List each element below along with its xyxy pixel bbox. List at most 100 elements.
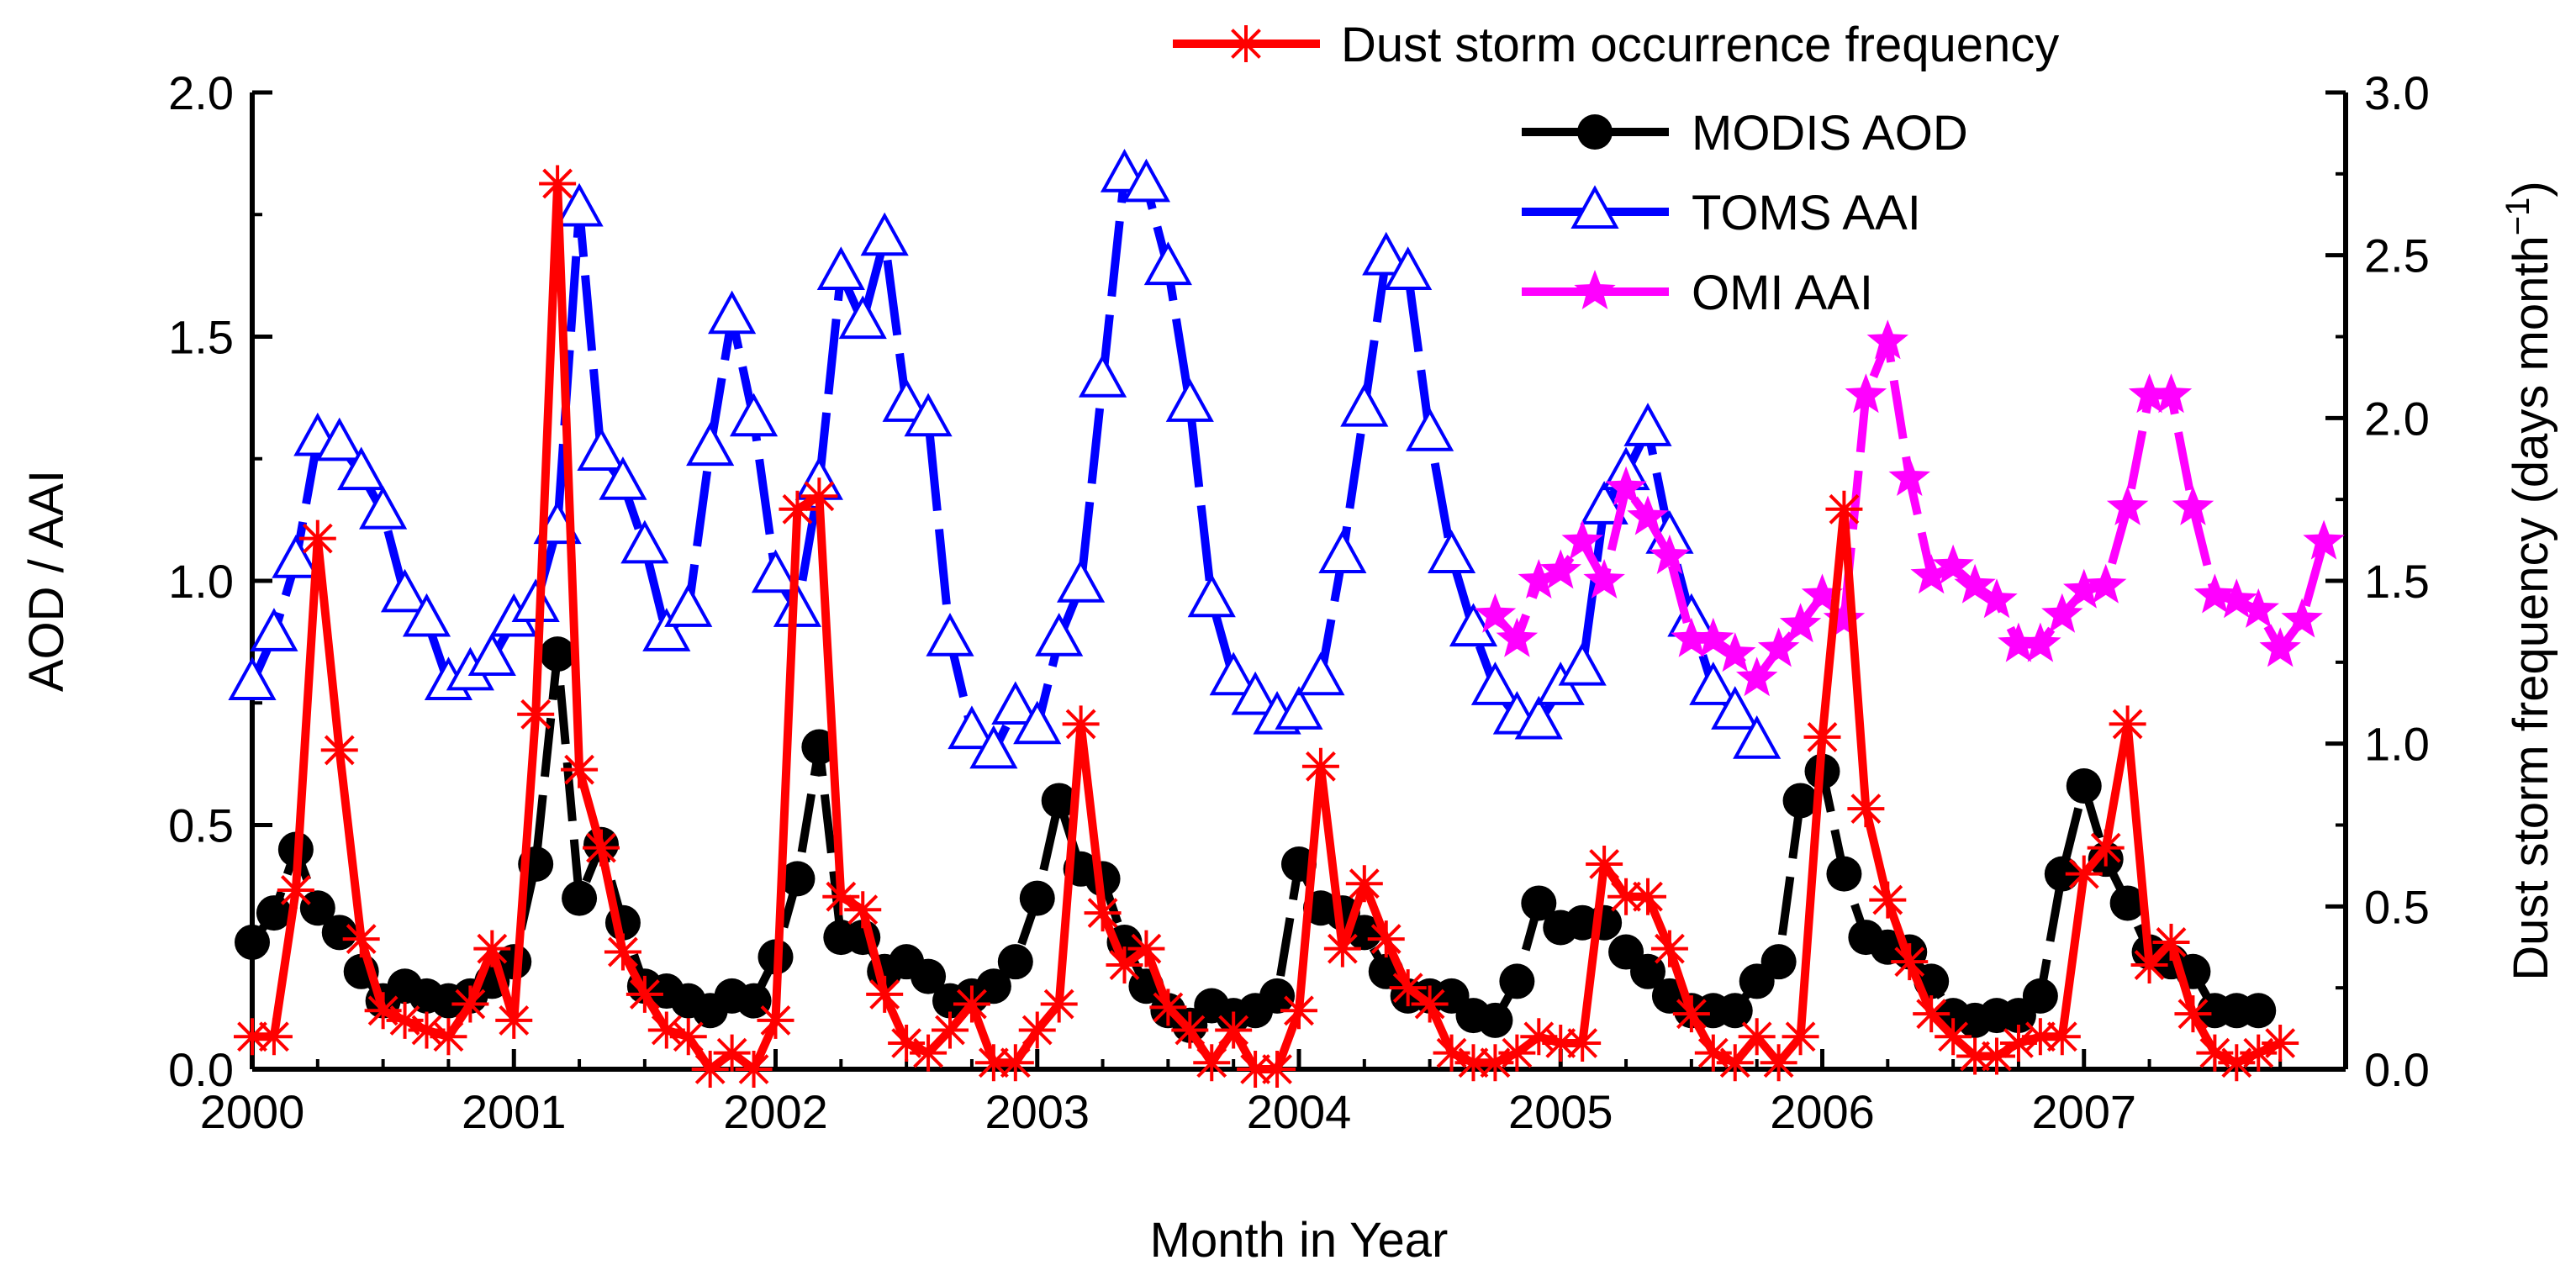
legend-label-omi: OMI AAI [1692,266,1873,320]
star-data-point [1888,456,1930,496]
series-line [252,179,2283,1073]
asterisk-marker-icon [1227,25,1264,62]
circle-data-point [1499,963,1535,999]
asterisk-data-point [691,1051,729,1088]
star-data-point [1627,495,1669,535]
star-data-point [2259,627,2301,667]
star-data-point [1866,319,1908,360]
triangle-data-point [1143,241,1192,286]
x-tick-label: 2000 [200,1085,305,1138]
triangle-data-point [1427,530,1476,573]
star-data-point [1561,519,1603,560]
right-tick-label: 1.0 [2364,718,2430,771]
circle-data-point [2066,768,2102,804]
asterisk-data-point [844,891,882,929]
asterisk-data-point [2065,855,2103,893]
triangle-data-point [1209,651,1258,696]
triangle-data-point [467,632,516,676]
triangle-data-point [1057,559,1106,603]
asterisk-data-point [1389,969,1427,1007]
asterisk-data-point [495,1001,533,1039]
triangle-data-point [729,393,779,437]
triangle-data-point [708,290,757,335]
triangle-data-point [577,427,626,471]
asterisk-data-point [2043,1018,2081,1056]
triangle-data-point [1035,612,1084,656]
star-data-point [1932,544,1974,584]
circle-data-point [1259,978,1296,1014]
circle-data-point [1521,885,1557,921]
star-data-point [1779,603,1822,643]
left-tick-label: 0.0 [168,1043,234,1096]
x-tick-label: 2007 [2031,1085,2136,1138]
triangle-data-point [1296,651,1345,696]
star-data-point [2237,588,2279,628]
asterisk-data-point [1803,718,1841,756]
circle-data-point [2022,978,2058,1014]
star-data-point [2128,373,2171,414]
series-toms-aai [228,149,1782,769]
circle-data-point [1019,880,1055,916]
circle-data-point [540,636,576,672]
triangle-data-point [1013,700,1062,745]
asterisk-data-point [1716,1044,1754,1082]
triangle-data-point [380,568,430,613]
asterisk-data-point [430,1018,467,1056]
triangle-data-point [904,393,953,437]
asterisk-data-point [800,477,838,515]
circle-data-point [975,968,1011,1004]
right-axis-title-sup: −1 [2499,198,2536,236]
asterisk-data-point [1586,845,1623,883]
triangle-data-point [250,608,298,651]
x-tick-label: 2005 [1508,1085,1613,1138]
asterisk-data-point [1520,1018,1558,1056]
legend-item-toms: TOMS AAI [1522,185,1921,240]
asterisk-data-point [539,165,577,203]
triangle-data-point [1623,403,1672,446]
triangle-data-point [1340,382,1389,427]
star-data-point [1605,466,1647,506]
circle-marker-icon [1577,114,1613,150]
triangle-data-point [599,456,647,500]
asterisk-data-point [298,519,336,557]
star-data-point [1998,622,2040,662]
legend-label-toms: TOMS AAI [1692,186,1921,240]
x-tick-label: 2006 [1770,1085,1875,1138]
legend-star [1574,270,1616,309]
legend-asterisk [1227,25,1264,62]
asterisk-data-point [1084,894,1122,932]
axis-ticks: 2000 2001 2002 2003 2004 2005 2006 2007 0.0 0.5 1.… [168,66,2430,1138]
right-tick-label: 0.5 [2364,880,2430,933]
circle-data-point [1477,1002,1513,1038]
star-data-point [1954,563,1996,604]
asterisk-data-point [234,1018,271,1056]
star-data-point [1518,559,1560,598]
asterisk-data-point [604,933,641,971]
triangle-data-point [1449,603,1498,647]
asterisk-data-point [2174,995,2212,1033]
triangle-data-point [402,593,451,637]
asterisk-data-point [1171,1011,1209,1049]
triangle-data-point [1078,354,1127,398]
circle-data-point [321,915,357,951]
triangle-data-point [1231,671,1280,715]
triangle-data-point [1711,686,1760,730]
asterisk-data-point [1454,1044,1492,1082]
legend-item-omi: OMI AAI [1522,266,1873,320]
triangle-data-point [1733,714,1782,759]
circle-data-point [997,944,1033,980]
triangle-data-point [860,212,909,256]
asterisk-data-point [1280,992,1317,1030]
triangle-data-point [838,295,887,340]
asterisk-data-point [1301,747,1339,785]
asterisk-data-point [1345,865,1383,903]
right-tick-label: 2.5 [2364,229,2430,282]
asterisk-data-point [1782,1018,1819,1056]
star-data-point [2193,573,2236,614]
circle-data-point [235,924,270,960]
asterisk-data-point [1040,985,1078,1023]
left-axis-title: AOD / AAI [19,470,74,692]
circle-data-point [2044,856,2080,892]
star-data-point [2150,373,2193,414]
